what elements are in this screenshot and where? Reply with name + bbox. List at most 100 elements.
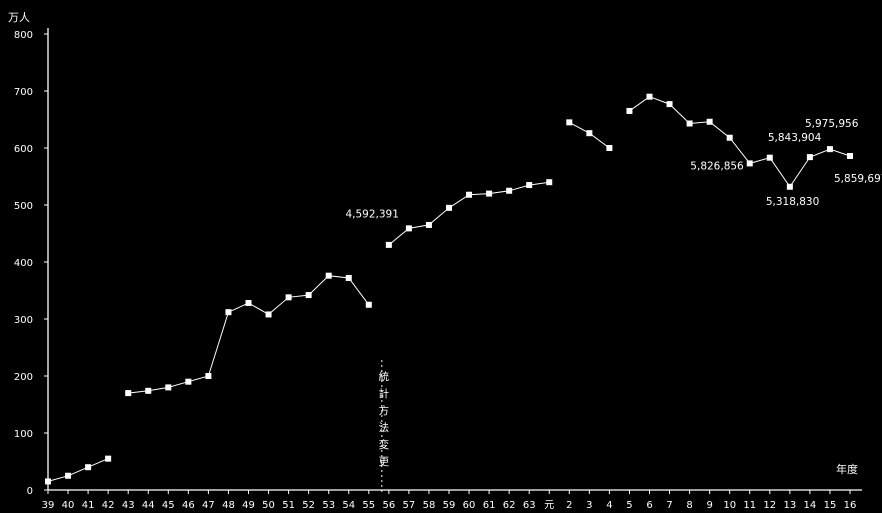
data-point <box>566 119 573 126</box>
x-tick-label: 11 <box>743 500 756 511</box>
x-tick-label: 60 <box>463 500 476 511</box>
x-tick-label: 56 <box>382 500 395 511</box>
data-point <box>726 134 733 141</box>
x-axis-ticks: 39 40 41 42 43 44 45 46 47 48 49 50 51 52 53 54 55 56 57 58… <box>42 490 857 511</box>
x-tick-label: 40 <box>62 500 75 511</box>
data-point <box>506 187 513 194</box>
data-point <box>646 93 653 100</box>
data-point <box>305 292 312 299</box>
data-point <box>586 130 593 137</box>
data-point <box>165 384 172 391</box>
x-tick-label: 4 <box>606 500 612 511</box>
series-line-segment <box>388 181 550 246</box>
x-tick-label: 9 <box>706 500 712 511</box>
series-points <box>45 93 853 485</box>
x-tick-label: 45 <box>162 500 175 511</box>
data-point <box>466 191 473 198</box>
x-tick-label: 43 <box>122 500 135 511</box>
data-point <box>125 390 132 397</box>
y-tick-label: 0 <box>27 486 33 497</box>
x-tick-label: 14 <box>804 500 817 511</box>
x-tick-label: 16 <box>844 500 857 511</box>
x-tick-label: 51 <box>282 500 295 511</box>
data-point <box>666 101 673 108</box>
x-tick-label: 7 <box>666 500 672 511</box>
series-line-segment <box>128 275 370 394</box>
x-tick-label: 49 <box>242 500 255 511</box>
y-tick-label: 500 <box>14 201 33 212</box>
y-tick-label: 100 <box>14 429 33 440</box>
data-point <box>626 107 633 114</box>
data-point <box>526 182 533 189</box>
x-tick-label: 58 <box>423 500 436 511</box>
break-note-char: 変 <box>379 438 390 451</box>
x-tick-label: 13 <box>783 500 796 511</box>
data-point <box>446 204 452 211</box>
data-point <box>345 274 352 281</box>
data-label: 4,592,391 <box>345 208 398 220</box>
series-line-segment <box>47 458 109 482</box>
x-tick-label: 61 <box>483 500 496 511</box>
x-tick-label: 46 <box>182 500 195 511</box>
x-tick-label: 57 <box>403 500 416 511</box>
data-point <box>826 146 833 153</box>
x-tick-label: 55 <box>362 500 375 511</box>
break-note-char: 方 <box>379 404 390 417</box>
x-tick-label: 15 <box>824 500 837 511</box>
data-point <box>847 152 853 159</box>
x-tick-label: 39 <box>42 500 55 511</box>
x-tick-label: 42 <box>102 500 115 511</box>
data-label: 5,826,856 <box>690 161 744 173</box>
data-point <box>706 118 713 125</box>
x-tick-label: 2 <box>566 500 572 511</box>
x-tick-label: 53 <box>322 500 335 511</box>
x-tick-label: 6 <box>646 500 652 511</box>
data-point <box>405 225 412 232</box>
data-point <box>145 387 152 394</box>
data-point <box>185 378 192 385</box>
data-point <box>85 464 92 471</box>
chart-axes <box>47 28 862 491</box>
x-tick-label: 54 <box>342 500 355 511</box>
series-line-segment <box>629 96 851 188</box>
y-tick-label: 200 <box>14 372 33 383</box>
data-label: 5,859,697 <box>834 173 882 185</box>
data-point <box>686 120 693 127</box>
break-note-char: 計 <box>379 387 390 400</box>
x-axis-label: 年度 <box>836 462 858 476</box>
data-label: 5,843,904 <box>768 132 822 144</box>
x-tick-label: 52 <box>302 500 315 511</box>
x-tick-label: 62 <box>503 500 516 511</box>
data-point <box>546 179 553 186</box>
data-point <box>205 373 212 379</box>
data-point <box>606 145 613 151</box>
x-tick-label: 41 <box>82 500 95 511</box>
x-tick-label: 47 <box>202 500 215 511</box>
x-tick-label: 8 <box>686 500 692 511</box>
data-point <box>486 190 493 197</box>
data-point <box>245 300 252 307</box>
x-tick-label: 48 <box>222 500 235 511</box>
x-tick-label: 10 <box>723 500 736 511</box>
x-tick-label: 63 <box>523 500 536 511</box>
data-point <box>806 154 813 161</box>
y-axis-unit-label: 万人 <box>8 11 30 24</box>
data-point <box>105 455 112 462</box>
y-tick-label: 800 <box>14 30 33 41</box>
data-label: 5,975,956 <box>805 118 859 130</box>
x-tick-label: 3 <box>586 500 592 511</box>
x-tick-label: 12 <box>763 500 776 511</box>
y-tick-label: 300 <box>14 315 33 326</box>
data-point <box>45 478 51 485</box>
data-point <box>325 272 332 279</box>
x-tick-label: 50 <box>262 500 275 511</box>
data-point <box>365 301 372 308</box>
x-tick-label: 5 <box>626 500 632 511</box>
data-point <box>225 309 232 316</box>
data-point <box>746 160 753 167</box>
series-lines <box>47 96 851 482</box>
data-point <box>786 183 793 190</box>
x-tick-label: 59 <box>443 500 456 511</box>
